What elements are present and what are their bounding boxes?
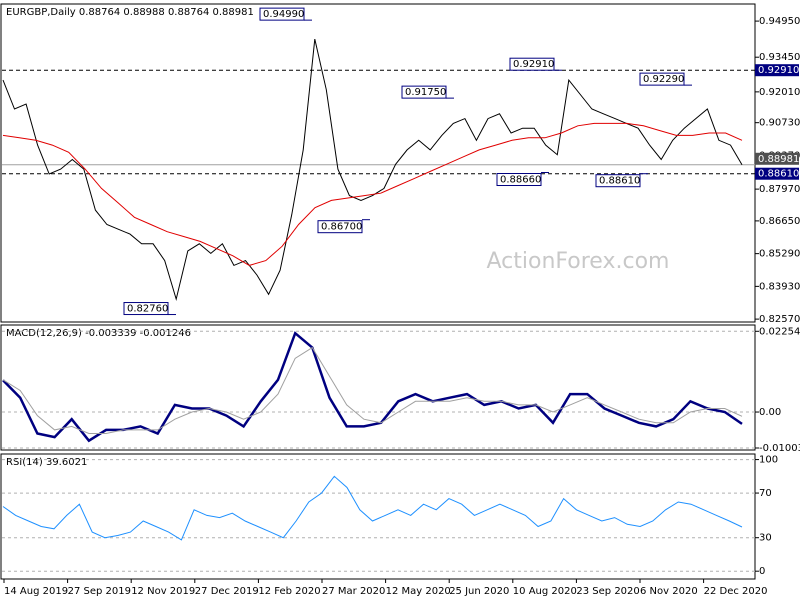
y-tick-label: 70 [759,488,772,499]
series-line [2,475,743,541]
y-tick-label: 0.022544 [759,326,800,337]
x-tick-label: 10 Aug 2020 [513,586,577,597]
y-tick-label: 0 [759,566,765,577]
annotation-box [123,302,169,316]
x-tick-label: 27 Sep 2019 [68,586,131,597]
y-tick-label: 0.83930 [759,281,800,292]
x-tick-label: 12 May 2020 [386,586,451,597]
level-tag [755,167,799,180]
series-line [2,38,743,302]
level-tag [755,64,799,77]
x-tick-label: 25 Jun 2020 [449,586,509,597]
rsi-panel [0,453,756,580]
x-tick-label: 27 Dec 2019 [195,586,259,597]
annotation-box [639,72,685,86]
annotation-label: 0.91750 [405,87,446,98]
annotation-label: 0.82760 [127,304,168,315]
annotation-label: 0.88660 [500,175,541,186]
x-tick-label: 12 Feb 2020 [258,586,320,597]
x-tick-label: 6 Nov 2020 [640,586,698,597]
y-tick-label: 100 [759,455,778,466]
annotation-label: 0.92910 [513,59,554,70]
level-label: 0.88610 [758,169,799,180]
series-line [2,331,743,443]
annotation-box [259,7,305,21]
annotation-label: 0.88610 [599,176,640,187]
annotation-label: 0.94990 [263,9,304,20]
rsi-title: RSI(14) 39.6021 [6,457,87,468]
y-tick-label: 0.90730 [759,118,800,129]
annotation-box [509,57,555,71]
x-tick-label: 27 Mar 2020 [322,586,385,597]
last-price-tag [755,152,799,165]
annotation-box [496,173,542,187]
y-tick-label: 0.87970 [759,184,800,195]
x-tick-label: 12 Nov 2019 [131,586,195,597]
y-tick-label: 0.93450 [759,52,800,63]
watermark: ActionForex.com [487,249,670,274]
y-tick-label: -0.010039 [759,443,800,454]
annotation-label: 0.86700 [321,222,362,233]
y-tick-label: 0.92010 [759,87,800,98]
y-tick-label: 0.82570 [759,314,800,325]
y-tick-label: 0.94950 [759,16,800,27]
annotation-box [317,220,363,234]
y-tick-label: 0.85290 [759,249,800,260]
y-tick-label: 0.86650 [759,216,800,227]
level-label: 0.92910 [758,65,799,76]
y-tick-label: 0.00 [759,407,781,418]
series-line [2,122,743,266]
series-line [2,346,743,434]
chart-title: EURGBP,Daily 0.88764 0.88988 0.88764 0.8… [6,7,254,18]
x-tick-label: 22 Dec 2020 [704,586,768,597]
last-price-label: 0.88981 [758,154,799,165]
annotation-box [401,85,447,99]
x-tick-label: 23 Sep 2020 [576,586,639,597]
x-tick-label: 14 Aug 2019 [4,586,68,597]
macd-title: MACD(12,26,9) -0.003339 -0.001246 [6,328,191,339]
macd-panel [0,324,756,451]
annotation-box [595,174,641,188]
annotation-label: 0.92290 [643,74,684,85]
y-tick-label: 30 [759,533,772,544]
